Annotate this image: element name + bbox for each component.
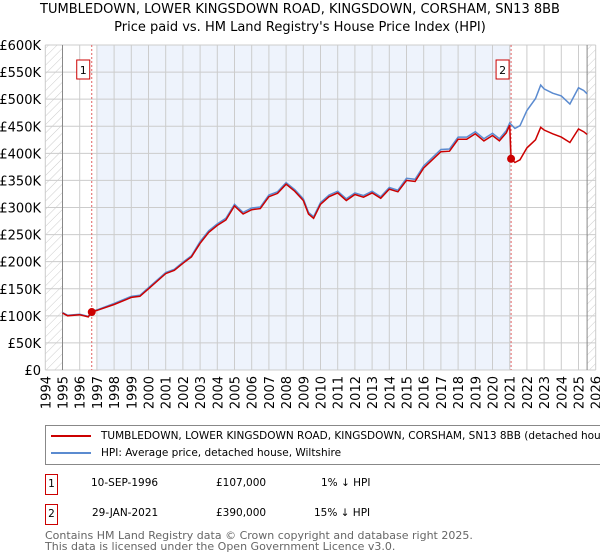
- x-tick-label: 1998: [108, 376, 123, 409]
- sale-hpi-diff: 1% ↓ HPI: [321, 477, 371, 489]
- sale-point: [507, 154, 516, 163]
- chart-subtitle: Price paid vs. HM Land Registry's House …: [114, 20, 486, 35]
- x-tick-label: 2000: [143, 376, 158, 409]
- x-tick-label: 2024: [555, 376, 570, 409]
- y-tick-label: £200K: [0, 256, 41, 271]
- legend: TUMBLEDOWN, LOWER KINGSDOWN ROAD, KINGSD…: [45, 425, 600, 465]
- sale-hpi-diff: 15% ↓ HPI: [314, 507, 371, 519]
- y-tick-label: £350K: [0, 174, 41, 189]
- legend-swatch-blue: [51, 452, 91, 454]
- y-tick-label: £500K: [0, 93, 41, 108]
- x-tick-label: 2023: [538, 376, 553, 409]
- y-tick-label: £450K: [0, 120, 41, 135]
- x-tick-label: 2004: [211, 376, 226, 409]
- legend-label: TUMBLEDOWN, LOWER KINGSDOWN ROAD, KINGSD…: [101, 430, 600, 442]
- x-tick-label: 2026: [590, 376, 600, 409]
- x-tick-label: 2014: [383, 376, 398, 409]
- x-tick-label: 2007: [263, 376, 278, 409]
- y-tick-label: £250K: [0, 229, 41, 244]
- legend-item-hpi: HPI: Average price, detached house, Wilt…: [51, 447, 341, 459]
- y-tick-label: £400K: [0, 147, 41, 162]
- table-row: 2 29-JAN-2021 £390,000 15% ↓ HPI: [45, 504, 445, 525]
- sale-label-box: [495, 59, 510, 80]
- price-chart: £0 £50K £100K £150K £200K £250K £300K £350K £400…: [0, 39, 600, 409]
- footer: Contains HM Land Registry data © Crown c…: [45, 530, 473, 552]
- sale-date: 29-JAN-2021: [92, 507, 159, 519]
- x-tick-label: 2021: [504, 376, 519, 409]
- x-tick-label: 2018: [452, 376, 467, 409]
- x-tick-label: 1996: [74, 376, 89, 409]
- y-tick-label: £0: [24, 364, 41, 379]
- legend-label: HPI: Average price, detached house, Wilt…: [101, 447, 342, 459]
- property-price-line: [62, 124, 588, 318]
- sale-label: 1: [80, 64, 87, 77]
- sale-badge: 2: [45, 504, 58, 525]
- x-tick-label: 2017: [435, 376, 450, 409]
- x-tick-label: 1995: [57, 376, 72, 409]
- x-tick-label: 2013: [366, 376, 381, 409]
- sale-date: 10-SEP-1996: [91, 477, 159, 489]
- x-tick-label: 2001: [160, 376, 175, 409]
- x-tick-label: 2022: [521, 376, 536, 409]
- sale-point: [87, 308, 96, 317]
- footer-copyright: Contains HM Land Registry data © Crown c…: [45, 529, 473, 542]
- x-tick-label: 2002: [177, 376, 192, 409]
- x-tick-label: 2025: [573, 376, 588, 409]
- y-tick-label: £100K: [0, 310, 41, 325]
- hpi-line: [62, 83, 588, 318]
- x-tick-label: 2019: [469, 376, 484, 409]
- x-tick-label: 2016: [418, 376, 433, 409]
- y-tick-label: £50K: [8, 337, 42, 352]
- chart-title: TUMBLEDOWN, LOWER KINGSDOWN ROAD, KINGSD…: [40, 2, 560, 17]
- sale-badge: 1: [45, 474, 58, 495]
- sale-price: £390,000: [216, 507, 267, 519]
- x-tick-label: 2015: [401, 376, 416, 409]
- legend-swatch-red: [51, 435, 91, 437]
- x-tick-label: 2012: [349, 376, 364, 409]
- y-tick-label: £600K: [0, 39, 41, 54]
- x-tick-label: 2011: [332, 376, 347, 409]
- sale-label: 2: [499, 64, 506, 77]
- x-tick-label: 2009: [297, 376, 312, 409]
- x-tick-label: 1999: [125, 376, 140, 409]
- y-tick-label: £150K: [0, 283, 41, 298]
- x-tick-label: 2008: [280, 376, 295, 409]
- table-row: 1 10-SEP-1996 £107,000 1% ↓ HPI: [45, 474, 445, 495]
- legend-item-property: TUMBLEDOWN, LOWER KINGSDOWN ROAD, KINGSD…: [51, 430, 600, 442]
- x-tick-label: 1994: [39, 376, 54, 409]
- sale-label-box: [76, 59, 91, 80]
- x-tick-label: 2020: [487, 376, 502, 409]
- sale-price: £107,000: [216, 477, 267, 489]
- y-tick-label: £550K: [0, 66, 41, 81]
- x-tick-label: 2010: [315, 376, 330, 409]
- y-tick-label: £300K: [0, 202, 41, 217]
- x-tick-label: 2003: [194, 376, 209, 409]
- x-tick-label: 1997: [91, 376, 106, 409]
- footer-licence: This data is licensed under the Open Gov…: [45, 540, 396, 553]
- x-tick-label: 2006: [246, 376, 261, 409]
- x-tick-label: 2005: [229, 376, 244, 409]
